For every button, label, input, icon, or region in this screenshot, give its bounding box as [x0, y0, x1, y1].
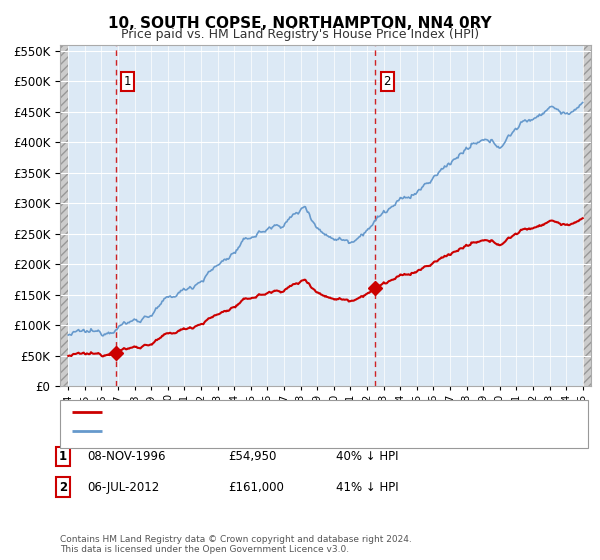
Text: 2: 2: [59, 480, 67, 494]
Bar: [60, 45, 68, 386]
Text: Price paid vs. HM Land Registry's House Price Index (HPI): Price paid vs. HM Land Registry's House …: [121, 28, 479, 41]
Text: 10, SOUTH COPSE, NORTHAMPTON, NN4 0RY: 10, SOUTH COPSE, NORTHAMPTON, NN4 0RY: [108, 16, 492, 31]
Text: 41% ↓ HPI: 41% ↓ HPI: [336, 480, 398, 494]
Text: 1: 1: [124, 75, 131, 88]
Text: £54,950: £54,950: [228, 450, 277, 463]
Text: 10, SOUTH COPSE, NORTHAMPTON, NN4 0RY (detached house): 10, SOUTH COPSE, NORTHAMPTON, NN4 0RY (d…: [111, 407, 463, 417]
Text: 2: 2: [383, 75, 391, 88]
Text: Contains HM Land Registry data © Crown copyright and database right 2024.
This d: Contains HM Land Registry data © Crown c…: [60, 535, 412, 554]
Text: HPI: Average price, detached house, West Northamptonshire: HPI: Average price, detached house, West…: [111, 426, 450, 436]
Text: £161,000: £161,000: [228, 480, 284, 494]
Text: 08-NOV-1996: 08-NOV-1996: [87, 450, 166, 463]
Text: 40% ↓ HPI: 40% ↓ HPI: [336, 450, 398, 463]
Text: 06-JUL-2012: 06-JUL-2012: [87, 480, 159, 494]
Bar: [583, 45, 591, 386]
Text: 1: 1: [59, 450, 67, 463]
